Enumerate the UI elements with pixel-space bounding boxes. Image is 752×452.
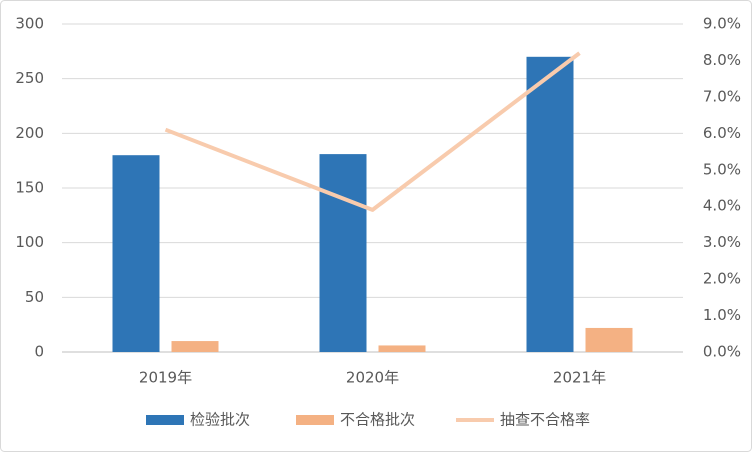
y-tick-label: 100 xyxy=(15,233,44,251)
y2-tick-label: 1.0% xyxy=(703,306,741,324)
legend-swatch xyxy=(146,415,184,425)
y2-tick-label: 5.0% xyxy=(703,160,741,178)
y2-tick-label: 7.0% xyxy=(703,87,741,105)
y-tick-label: 50 xyxy=(25,288,44,306)
y-tick-label: 200 xyxy=(15,124,44,142)
x-tick-label: 2021年 xyxy=(553,369,606,387)
legend-label: 检验批次 xyxy=(190,411,250,429)
y-tick-label: 0 xyxy=(34,343,44,361)
y-tick-label: 300 xyxy=(15,15,44,33)
bar xyxy=(585,327,633,352)
legend-label: 抽查不合格率 xyxy=(500,411,590,429)
line xyxy=(164,51,581,212)
y2-tick-label: 6.0% xyxy=(703,124,741,142)
bar xyxy=(526,56,574,353)
y-tick-label: 150 xyxy=(15,179,44,197)
y2-tick-label: 2.0% xyxy=(703,270,741,288)
bar xyxy=(171,341,219,352)
x-tick-label: 2019年 xyxy=(139,369,192,387)
y2-tick-label: 4.0% xyxy=(703,197,741,215)
y2-tick-label: 0.0% xyxy=(703,343,741,361)
bar xyxy=(112,155,160,352)
y2-tick-label: 8.0% xyxy=(703,51,741,69)
x-tick-label: 2020年 xyxy=(346,369,399,387)
y2-tick-label: 9.0% xyxy=(703,15,741,33)
bar xyxy=(319,154,367,352)
y-tick-label: 250 xyxy=(15,69,44,87)
legend-label: 不合格批次 xyxy=(340,411,415,429)
legend-swatch xyxy=(296,415,334,425)
y2-tick-label: 3.0% xyxy=(703,233,741,251)
bar xyxy=(378,345,426,352)
